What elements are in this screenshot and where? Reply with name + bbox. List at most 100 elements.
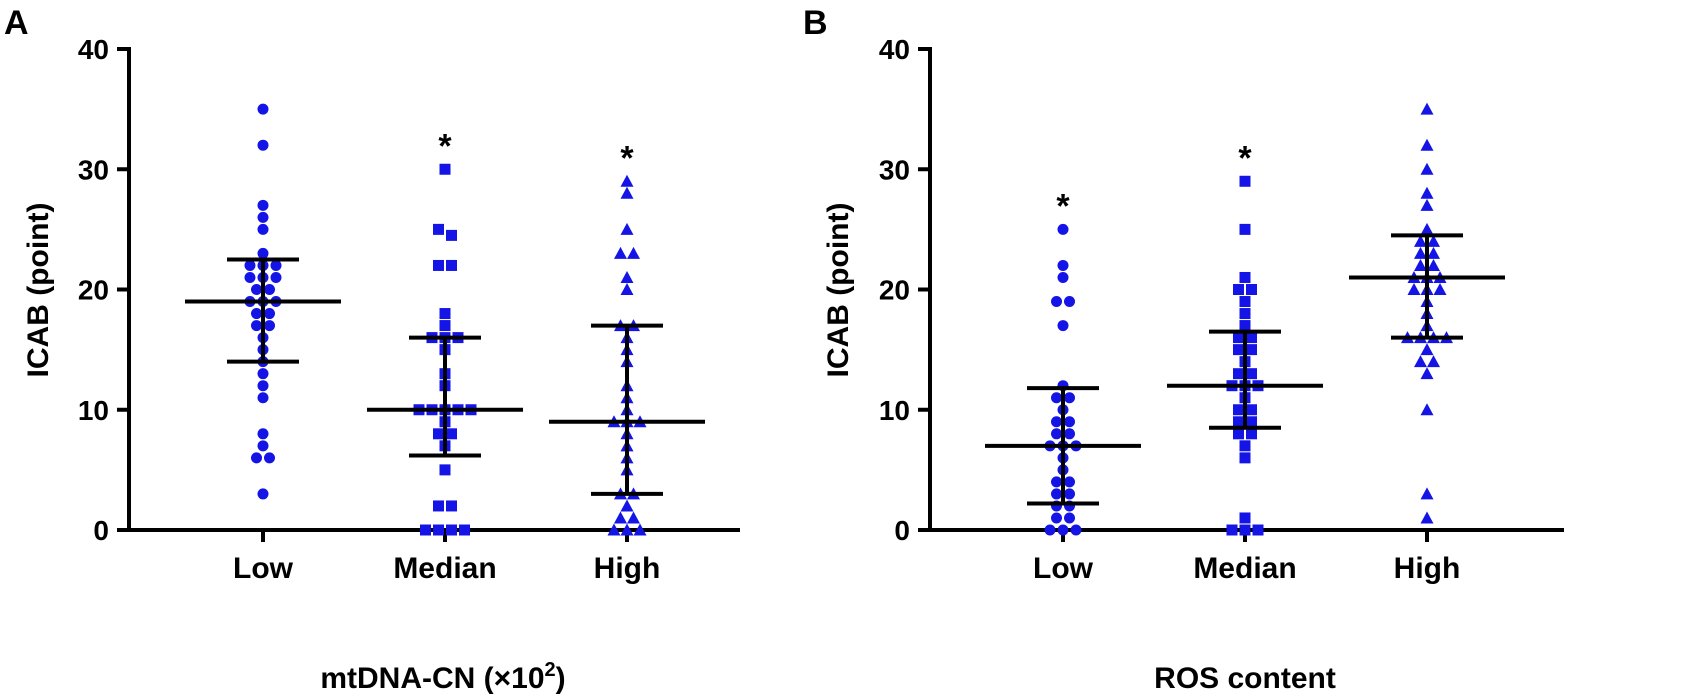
panel-label: A xyxy=(4,4,29,42)
data-point xyxy=(620,523,634,536)
data-point xyxy=(1246,368,1257,380)
data-point xyxy=(620,174,634,187)
x-tick-label-high: High xyxy=(594,552,661,585)
data-point xyxy=(433,428,444,440)
y-tick-label: 0 xyxy=(894,515,910,546)
data-point xyxy=(251,308,262,320)
data-point xyxy=(1064,416,1075,428)
data-point xyxy=(446,524,457,536)
data-point xyxy=(1239,223,1251,235)
data-point xyxy=(257,392,269,404)
data-point xyxy=(1239,452,1251,464)
data-point xyxy=(1233,332,1244,344)
data-point xyxy=(1420,511,1434,524)
data-point xyxy=(257,380,269,392)
data-point xyxy=(264,284,275,295)
data-point xyxy=(1233,284,1244,295)
data-point xyxy=(1414,355,1427,368)
data-point xyxy=(1414,246,1427,259)
data-point xyxy=(439,464,451,476)
data-point xyxy=(257,103,269,115)
data-point xyxy=(1064,392,1075,404)
y-tick-label: 10 xyxy=(78,395,109,426)
data-point xyxy=(1051,428,1062,440)
x-axis-title: mtDNA-CN (×102) xyxy=(320,659,565,695)
data-point xyxy=(1239,512,1251,524)
data-point xyxy=(1246,428,1257,440)
data-point xyxy=(264,452,275,464)
data-point xyxy=(1226,524,1238,536)
y-tick-label: 0 xyxy=(93,515,109,546)
data-point xyxy=(1233,404,1244,416)
data-point xyxy=(1051,476,1062,488)
data-point xyxy=(627,511,640,524)
data-point xyxy=(1420,162,1434,175)
y-tick-label: 20 xyxy=(879,275,910,306)
data-point xyxy=(244,259,256,271)
data-point xyxy=(1427,355,1440,368)
data-point xyxy=(1239,308,1251,320)
data-point xyxy=(1233,416,1244,428)
data-point xyxy=(620,499,634,512)
data-point xyxy=(251,452,262,464)
data-point xyxy=(1420,102,1434,115)
panel-b: B ICAB (point) ROS content 0 10 20 30 40 Low *… xyxy=(803,4,1564,695)
significance-marker: * xyxy=(438,127,452,165)
data-point xyxy=(1051,416,1062,428)
data-point xyxy=(251,320,262,332)
data-point xyxy=(1233,428,1244,440)
data-point xyxy=(257,488,269,500)
data-point xyxy=(1427,234,1440,247)
data-point xyxy=(1239,271,1251,283)
data-point xyxy=(439,163,451,175)
data-point xyxy=(1239,175,1251,187)
data-point xyxy=(1064,488,1075,500)
x-tick-label-low: Low xyxy=(1033,552,1094,585)
data-point xyxy=(257,440,269,452)
data-point xyxy=(446,259,457,271)
x-axis-title-main: mtDNA-CN (×10 xyxy=(320,662,544,695)
data-point xyxy=(433,223,444,235)
data-point xyxy=(1407,283,1421,295)
data-point xyxy=(257,428,269,440)
data-point xyxy=(439,308,451,320)
plot-area: 0 10 20 30 40 Low * Median * High xyxy=(879,34,1564,585)
data-point xyxy=(446,500,457,512)
data-point xyxy=(257,139,269,151)
data-point xyxy=(1427,246,1440,259)
data-point xyxy=(1246,332,1257,344)
y-tick-label: 40 xyxy=(879,34,910,65)
y-tick-label: 30 xyxy=(879,154,910,185)
y-tick-label: 10 xyxy=(879,395,910,426)
data-point xyxy=(633,523,647,536)
y-axis-title: ICAB (point) xyxy=(22,203,55,378)
data-point xyxy=(620,222,634,235)
y-tick-label: 40 xyxy=(78,34,109,65)
data-point xyxy=(1057,524,1069,536)
data-point xyxy=(270,259,282,271)
data-point xyxy=(257,368,269,380)
x-tick-label-low: Low xyxy=(233,552,294,585)
data-point xyxy=(251,284,262,295)
data-point xyxy=(264,320,275,332)
data-point xyxy=(244,271,256,283)
y-tick-label: 20 xyxy=(78,275,109,306)
data-point xyxy=(257,247,269,259)
panel-a: A ICAB (point) mtDNA-CN (×102) 0 10 20 30 40… xyxy=(4,4,740,695)
data-point xyxy=(614,511,627,524)
data-point xyxy=(1420,222,1434,235)
data-point xyxy=(1420,138,1434,151)
plot-area: 0 10 20 30 40 Low Median * High * xyxy=(78,34,740,585)
data-point xyxy=(1051,512,1062,524)
data-point xyxy=(1239,320,1251,332)
data-point xyxy=(439,320,451,332)
data-point xyxy=(627,246,640,259)
data-point xyxy=(1246,344,1257,356)
data-point xyxy=(433,259,444,271)
data-point xyxy=(1239,440,1251,452)
x-axis-title-superscript: 2 xyxy=(545,659,556,681)
data-point xyxy=(1044,524,1056,536)
data-point xyxy=(1233,344,1244,356)
data-point xyxy=(607,523,621,536)
data-point xyxy=(1420,186,1434,199)
